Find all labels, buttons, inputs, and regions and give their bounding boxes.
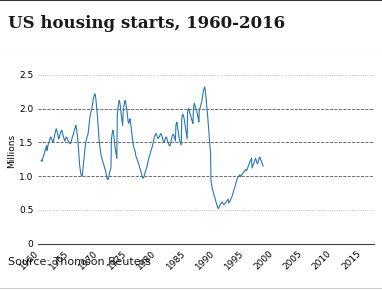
Y-axis label: Millions: Millions [7,134,16,168]
Text: Source: Thomson Reuters: Source: Thomson Reuters [8,257,151,267]
Text: US housing starts, 1960-2016: US housing starts, 1960-2016 [8,15,285,32]
